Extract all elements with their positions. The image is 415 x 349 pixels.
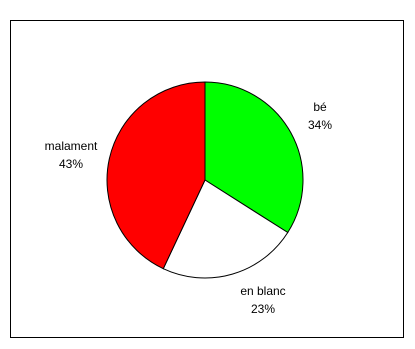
slice-percent-1: 23% — [251, 302, 275, 316]
pie-labels: bé 34% en blanc 23% malament 43% — [45, 100, 333, 316]
slice-label-2: malament — [45, 139, 98, 153]
slice-percent-0: 34% — [308, 118, 332, 132]
slice-label-0: bé — [313, 100, 327, 114]
pie-slice-1 — [162, 179, 289, 279]
slice-label-1: en blanc — [240, 284, 285, 298]
slice-percent-2: 43% — [59, 157, 83, 171]
pie-slice-0 — [204, 81, 304, 234]
pie-slice-2 — [106, 81, 206, 270]
pie-slices — [106, 81, 304, 279]
